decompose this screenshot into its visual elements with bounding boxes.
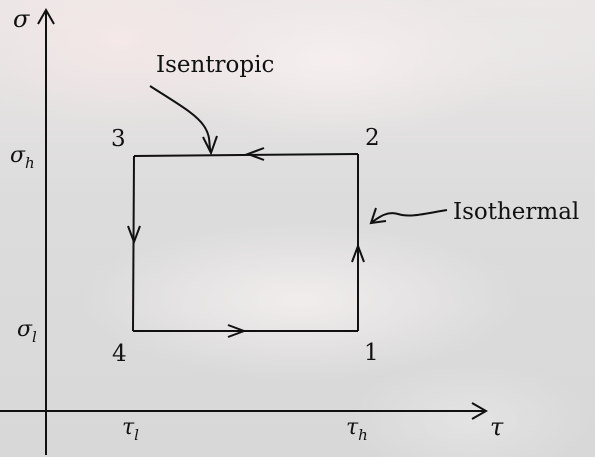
state-label-2: 2	[365, 125, 380, 151]
y-tick-sigma-l: σl	[17, 317, 37, 346]
isothermal-pointer-line	[370, 209, 448, 224]
isentropic-pointer-line	[149, 85, 212, 153]
state-label-3: 3	[111, 126, 126, 152]
arrow-up-on-1-2	[351, 243, 365, 263]
y-axis-symbol: σ	[13, 5, 30, 33]
y-axis-arrowhead	[37, 7, 55, 25]
state-label-4: 4	[112, 341, 127, 367]
x-tick-tau-l: τl	[122, 415, 139, 444]
arrow-right-on-4-1	[227, 324, 247, 338]
annotation-isentropic: Isentropic	[156, 52, 274, 78]
arrow-left-on-2-3	[245, 147, 265, 161]
annotation-isothermal: Isothermal	[453, 199, 579, 225]
state-label-1: 1	[364, 340, 379, 366]
process-2-3-isentropic	[133, 153, 359, 157]
x-axis-arrowhead	[471, 402, 489, 420]
x-axis-symbol: τ	[490, 413, 504, 441]
x-tick-tau-h: τh	[346, 415, 368, 444]
arrow-down-on-3-4	[127, 225, 141, 245]
isentropic-pointer-arrowhead	[202, 135, 218, 156]
y-tick-sigma-h: σh	[10, 143, 35, 172]
isothermal-pointer-arrowhead	[369, 207, 387, 225]
